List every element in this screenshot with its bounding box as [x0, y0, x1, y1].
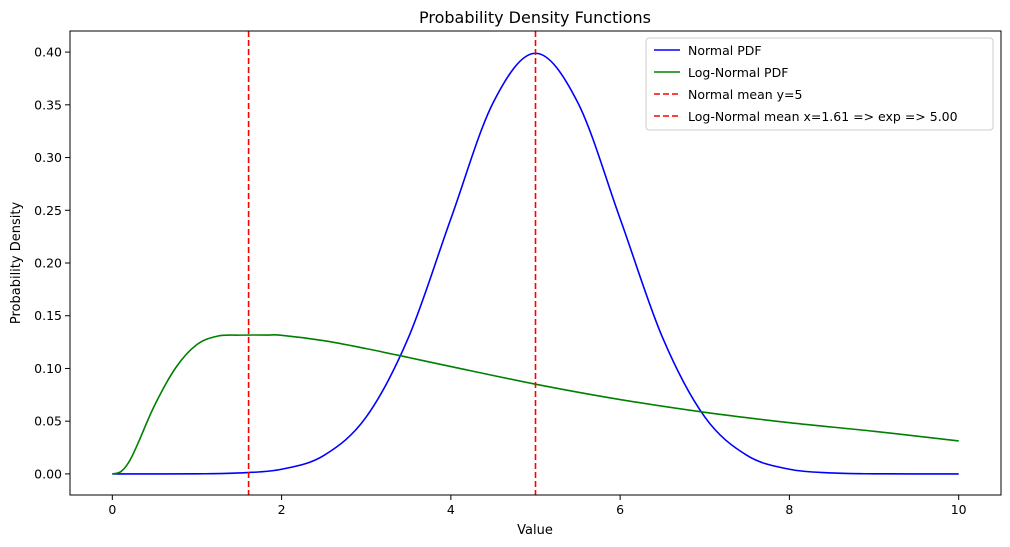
x-tick-label: 0: [108, 502, 116, 517]
y-tick-label: 0.05: [34, 414, 62, 429]
y-tick-label: 0.20: [34, 256, 62, 271]
legend-label-normal-pdf: Normal PDF: [688, 43, 762, 58]
y-tick-label: 0.35: [34, 97, 62, 112]
x-tick-label: 10: [951, 502, 967, 517]
legend-label-normal-mean: Normal mean y=5: [688, 87, 802, 102]
y-tick-label: 0.25: [34, 203, 62, 218]
y-tick-label: 0.10: [34, 361, 62, 376]
y-tick-label: 0.30: [34, 150, 62, 165]
legend-label-lognormal-pdf: Log-Normal PDF: [688, 65, 788, 80]
legend-box: [645, 37, 994, 131]
x-tick-label: 8: [785, 502, 793, 517]
series-line-log-normal-pdf: [112, 334, 959, 475]
chart-title: Probability Density Functions: [419, 8, 651, 27]
x-tick-label: 6: [616, 502, 624, 517]
x-axis-label: Value: [517, 523, 553, 538]
y-tick-label: 0.40: [34, 45, 62, 60]
y-axis-label: Probability Density: [9, 202, 24, 325]
legend-label-lognormal-mean: Log-Normal mean x=1.61 => exp => 5.00: [688, 109, 958, 124]
x-tick-label: 4: [447, 502, 455, 517]
y-tick-label: 0.00: [34, 466, 62, 481]
legend: Normal PDF Log-Normal PDF Normal mean y=…: [645, 37, 994, 131]
x-tick-label: 2: [278, 502, 286, 517]
y-tick-label: 0.15: [34, 308, 62, 323]
